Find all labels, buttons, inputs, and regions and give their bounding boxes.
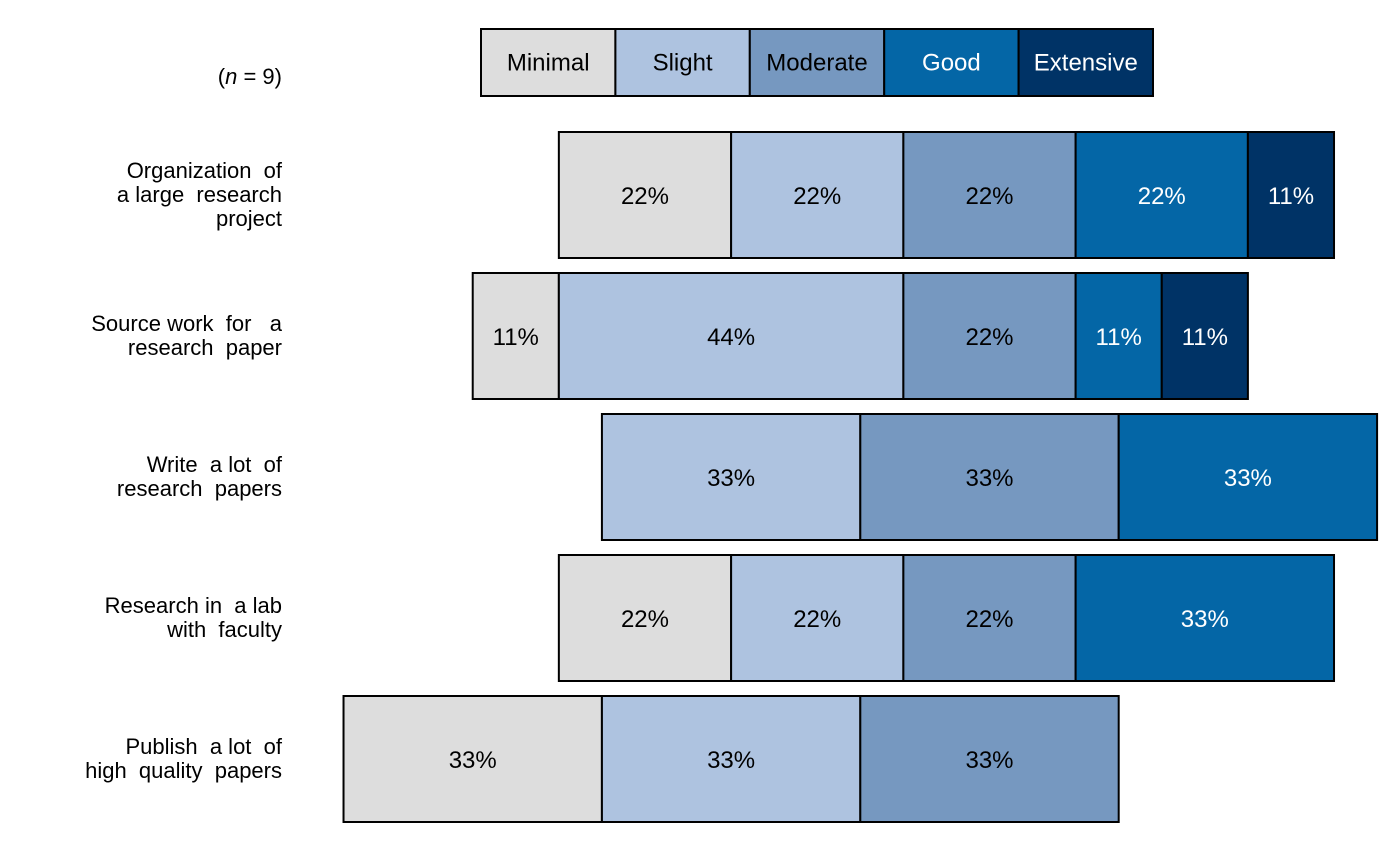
bar-segment: [557, 554, 733, 682]
bar-segment: [557, 272, 905, 400]
data-label: 33%: [1224, 465, 1272, 492]
legend-label-slight: Slight: [653, 50, 713, 77]
data-label: 22%: [1138, 183, 1186, 210]
bar-segment: [1160, 272, 1249, 400]
data-label: 22%: [965, 324, 1013, 351]
data-label: 22%: [965, 183, 1013, 210]
category-label: Publish a lot of high quality papers: [85, 734, 282, 783]
bar-segment: [342, 695, 603, 823]
data-label: 11%: [1182, 324, 1228, 351]
bar-segment: [859, 695, 1120, 823]
data-label: 33%: [965, 465, 1013, 492]
data-label: 22%: [621, 183, 669, 210]
legend-swatch-good: [883, 28, 1020, 97]
bar-segment: [471, 272, 560, 400]
bar-segment: [730, 131, 905, 259]
data-label: 22%: [965, 606, 1013, 633]
bar-segment: [902, 272, 1077, 400]
data-label: 22%: [621, 606, 669, 633]
category-label: Write a lot of research papers: [116, 452, 282, 501]
bar-segment: [859, 413, 1120, 541]
category-label: Organization of a large research project: [116, 158, 282, 231]
data-label: 44%: [707, 324, 755, 351]
data-label: 33%: [707, 747, 755, 774]
data-label: 11%: [493, 324, 539, 351]
data-label: 22%: [793, 183, 841, 210]
bar-segment: [902, 131, 1077, 259]
data-label: 11%: [1268, 183, 1314, 210]
bar-segment: [902, 554, 1077, 682]
data-label: 33%: [965, 747, 1013, 774]
legend-label-minimal: Minimal: [507, 50, 590, 77]
legend-label-good: Good: [922, 50, 981, 77]
data-label: 33%: [449, 747, 497, 774]
data-label: 33%: [1181, 606, 1229, 633]
legend-swatch-moderate: [748, 28, 886, 97]
bar-segment: [1246, 131, 1336, 259]
data-label: 33%: [707, 465, 755, 492]
data-label: 11%: [1096, 324, 1142, 351]
category-label: Source work for a research paper: [91, 311, 282, 360]
legend-label-extensive: Extensive: [1034, 50, 1138, 77]
category-label: Research in a lab with faculty: [104, 593, 282, 642]
bar-segment: [1117, 413, 1379, 541]
data-label: 22%: [793, 606, 841, 633]
legend-label-moderate: Moderate: [766, 50, 867, 77]
bar-segment: [1074, 131, 1249, 259]
legend-swatch-minimal: [480, 28, 617, 97]
sample-size-label: (n = 9): [217, 64, 282, 89]
bar-segment: [1074, 554, 1336, 682]
legend-swatch-extensive: [1017, 28, 1154, 97]
